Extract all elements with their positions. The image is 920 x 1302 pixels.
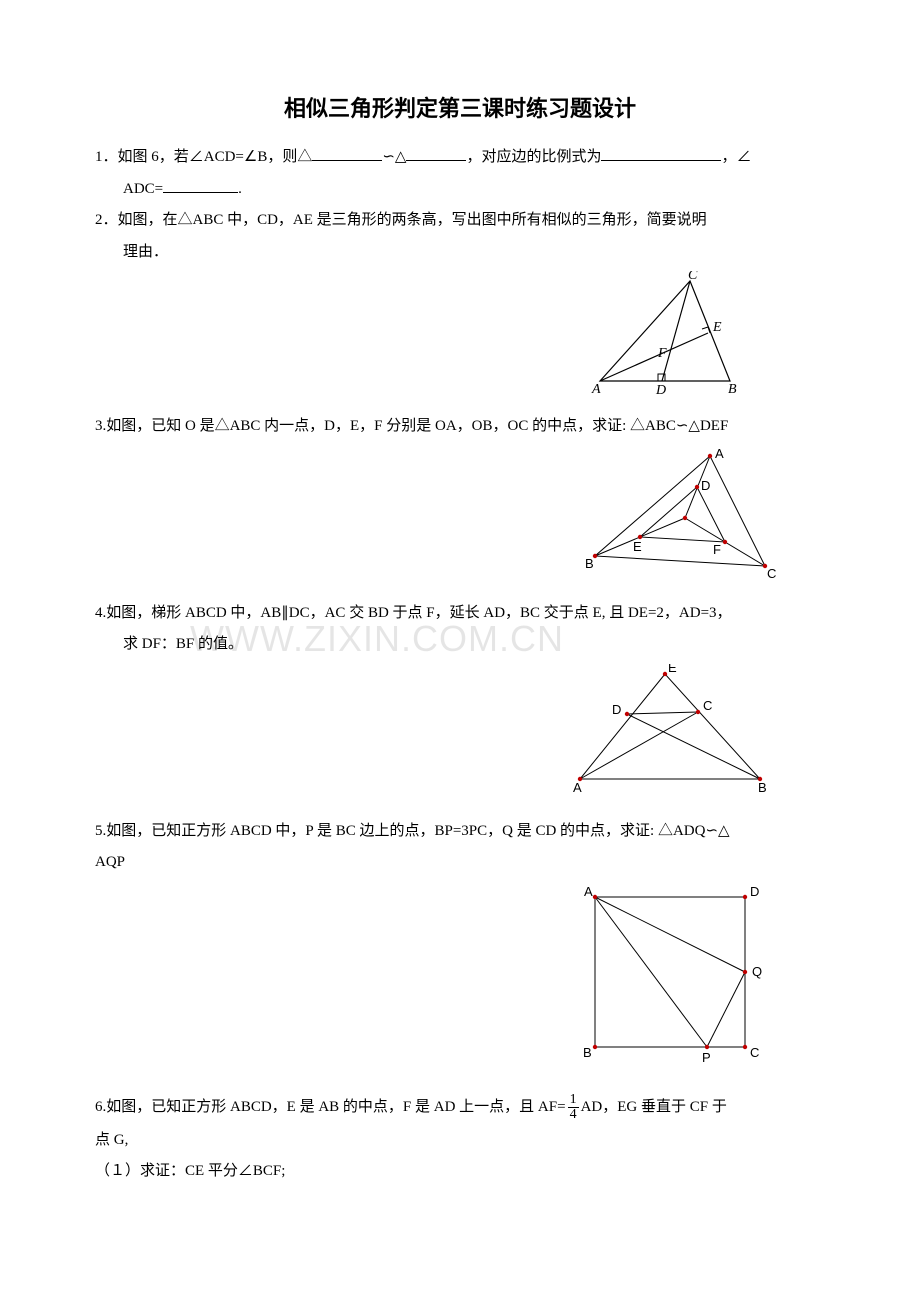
label-A: A [715,446,724,461]
label-E: E [712,320,722,335]
problem-5-line2: AQP [95,850,825,876]
p6-line3: （１）求证：CE 平分∠BCF; [95,1163,285,1179]
label-A: A [573,780,582,794]
problem-6-line3: （１）求证：CE 平分∠BCF; [95,1159,825,1185]
label-E: E [633,539,642,554]
figure-p2: A B C D E F [95,271,825,396]
p1-line2-b: . [238,181,242,197]
page-title: 相似三角形判定第三课时练习题设计 [95,90,825,127]
blank [312,160,382,161]
label-D: D [612,702,621,717]
p4-line1: 4.如图，梯形 ABCD 中，AB∥DC，AC 交 BD 于点 F，延长 AD，… [95,605,732,621]
blank [406,160,466,161]
label-A: A [591,382,601,396]
problem-4-line2: 求 DF：BF 的值。 [95,632,825,658]
label-D: D [701,478,710,493]
blank [163,192,238,193]
p1-text-c: ，对应边的比例式为 [466,149,601,165]
label-D: D [655,383,666,396]
frac-den: 4 [568,1108,579,1122]
label-E: E [668,664,677,675]
label-C: C [750,1045,759,1060]
figure-p3: A B C D E F [95,446,825,581]
label-F: F [657,346,667,361]
fraction: 14 [568,1093,579,1122]
label-Q: Q [752,964,762,979]
p1-text-d: ，∠ [721,149,751,165]
problem-6: 6.如图，已知正方形 ABCD，E 是 AB 的中点，F 是 AD 上一点，且 … [95,1092,825,1122]
p2-line2: 理由． [123,244,168,260]
problem-6-line2: 点 G, [95,1128,825,1154]
p1-line2-a: ADC= [123,181,163,197]
label-C: C [767,566,776,581]
p2-line1: 2．如图，在△ABC 中，CD，AE 是三角形的两条高，写出图中所有相似的三角形… [95,212,707,228]
label-D: D [750,884,759,899]
problem-2: 2．如图，在△ABC 中，CD，AE 是三角形的两条高，写出图中所有相似的三角形… [95,208,825,234]
p6-line1a: 6.如图，已知正方形 ABCD，E 是 AB 的中点，F 是 AD 上一点，且 … [95,1099,566,1115]
p6-line1b: AD，EG 垂直于 CF 于 [581,1099,727,1115]
label-C: C [688,271,698,283]
label-B: B [758,780,767,794]
p1-text-b: ∽△ [382,149,406,165]
problem-1: 1．如图 6，若∠ACD=∠B，则△ ∽△ ，对应边的比例式为 ，∠ [95,145,825,171]
p5-line2: AQP [95,854,125,870]
problem-3: 3.如图，已知 O 是△ABC 内一点，D，E，F 分别是 OA，OB，OC 的… [95,414,825,440]
problem-2-line2: 理由． [95,240,825,266]
label-C: C [703,698,712,713]
frac-num: 1 [568,1093,579,1108]
label-B: B [728,382,737,396]
p4-line2: 求 DF：BF 的值。 [123,636,243,652]
figure-p5: A D B C P Q [95,882,825,1067]
p1-text-a: 1．如图 6，若∠ACD=∠B，则△ [95,149,312,165]
blank [601,160,721,161]
p3-text: 3.如图，已知 O 是△ABC 内一点，D，E，F 分别是 OA，OB，OC 的… [95,418,728,434]
label-B: B [583,1045,592,1060]
p5-line1: 5.如图，已知正方形 ABCD 中，P 是 BC 边上的点，BP=3PC，Q 是… [95,823,730,839]
p6-line2: 点 G, [95,1132,128,1148]
label-P: P [702,1050,711,1065]
problem-4: 4.如图，梯形 ABCD 中，AB∥DC，AC 交 BD 于点 F，延长 AD，… [95,601,825,627]
label-A: A [584,884,593,899]
label-F: F [713,542,721,557]
problem-1-line2: ADC=. [95,177,825,203]
problem-5: 5.如图，已知正方形 ABCD 中，P 是 BC 边上的点，BP=3PC，Q 是… [95,819,825,845]
label-B: B [585,556,594,571]
figure-p4: E D C A B [95,664,825,794]
